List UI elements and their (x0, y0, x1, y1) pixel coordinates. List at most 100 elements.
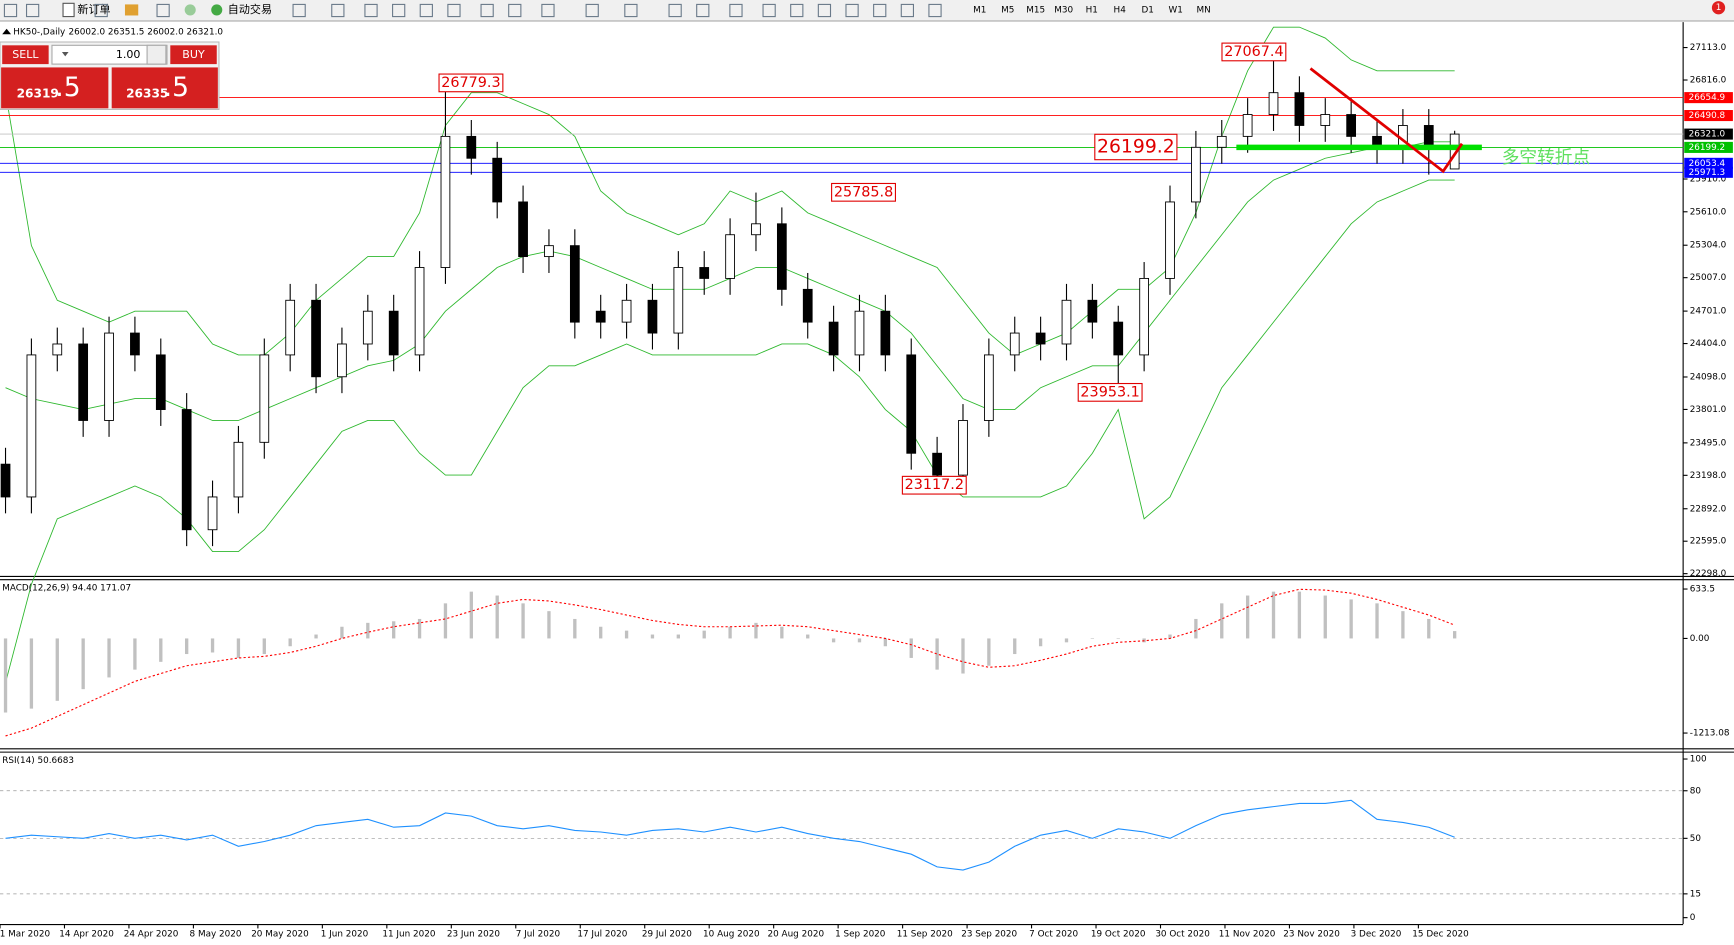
annotation-box (1221, 42, 1287, 62)
chart-title: HK50-,Daily (13, 28, 65, 38)
toolbar-icon[interactable] (790, 3, 804, 18)
sell-price-fraction[interactable]: .5 (55, 72, 80, 103)
timeframe-button[interactable]: D1 (1141, 5, 1153, 15)
macd-bar (314, 634, 318, 639)
macd-bar (443, 603, 448, 639)
y-tick-label: 24404.0 (1690, 339, 1727, 349)
toolbar-icon[interactable] (729, 3, 743, 18)
y-tick-label: 15 (1690, 889, 1701, 899)
macd-bar (1116, 638, 1120, 639)
lots-field[interactable] (51, 44, 168, 65)
y-tick-label: 80 (1690, 786, 1702, 796)
macd-bar (702, 630, 706, 639)
candle-body (544, 245, 554, 258)
x-tick-label: 24 Apr 2020 (124, 929, 179, 939)
x-tick-label: 1 Sep 2020 (835, 929, 886, 939)
navigator-icon[interactable] (124, 4, 139, 16)
macd-bar (262, 638, 266, 655)
sell-price[interactable]: 26319 (17, 86, 59, 100)
sell-price-box[interactable] (1, 67, 109, 109)
auto-trading-button[interactable]: 自动交易 (228, 2, 272, 16)
buy-price-box[interactable] (111, 67, 218, 109)
sell-label[interactable]: SELL (12, 48, 39, 61)
y-tick-label: 25910.0 (1690, 175, 1727, 185)
macd-bar (107, 638, 111, 678)
candle-body (155, 354, 166, 410)
toolbar-icon[interactable] (364, 3, 378, 18)
toolbar-icon[interactable] (392, 3, 406, 18)
x-tick-label: 10 Aug 2020 (703, 929, 760, 939)
toolbar-icon[interactable] (331, 3, 345, 18)
timeframe-button[interactable]: M1 (973, 5, 986, 15)
timeframe-button[interactable]: MN (1197, 5, 1211, 15)
toolbar-icon[interactable] (508, 3, 522, 18)
macd-bar (1220, 603, 1224, 639)
sell-button[interactable] (2, 45, 49, 65)
y-tick-label: 22892.0 (1690, 504, 1727, 514)
notification-badge[interactable] (1711, 1, 1726, 15)
macd-bar (133, 638, 137, 670)
buy-button[interactable] (170, 45, 217, 65)
toolbar-icon[interactable] (292, 3, 306, 18)
x-tick-label: 1 Jun 2020 (321, 929, 369, 939)
toolbar-icon[interactable] (624, 3, 638, 18)
price-level-tag (1684, 141, 1733, 153)
toolbar-icon[interactable] (585, 3, 599, 18)
toolbar-icon[interactable] (541, 3, 555, 18)
new-order-button[interactable]: 新订单 (77, 2, 110, 16)
annotation-box (831, 182, 896, 202)
new-order-icon[interactable] (62, 2, 75, 18)
x-tick-label: 29 Jul 2020 (642, 929, 692, 939)
buy-price[interactable]: 26335 (126, 86, 168, 100)
x-tick-label: 23 Jun 2020 (447, 929, 501, 939)
y-tick-label: 0 (1690, 913, 1696, 923)
buy-price-fraction[interactable]: .5 (164, 72, 189, 103)
buy-label[interactable]: BUY (182, 48, 205, 61)
timeframe-button[interactable]: M15 (1026, 5, 1045, 15)
timeframe-button[interactable]: H4 (1114, 5, 1127, 15)
tester-icon[interactable] (184, 4, 196, 16)
candle-body (880, 310, 891, 356)
toolbar-icon[interactable] (696, 3, 710, 18)
toolbar-icon[interactable] (419, 3, 433, 18)
timeframe-button[interactable]: W1 (1168, 5, 1182, 15)
toolbar-icon[interactable] (25, 3, 40, 18)
candle-body (751, 223, 761, 236)
candle-body (52, 343, 63, 356)
annotation: 多空转折点 (1502, 147, 1590, 168)
toolbar-icon[interactable] (900, 3, 914, 18)
timeframe-button[interactable]: H1 (1086, 5, 1098, 15)
toolbar-icon[interactable] (3, 3, 18, 18)
timeframe-button[interactable]: M30 (1054, 5, 1073, 15)
y-tick-label: 23801.0 (1690, 405, 1727, 415)
timeframe-button[interactable]: M5 (1001, 5, 1014, 15)
toolbar-icon[interactable] (817, 3, 832, 18)
lots-value[interactable]: 1.00 (116, 48, 141, 61)
toolbar-icon[interactable] (845, 3, 859, 18)
annotation: 26199.2 (1097, 137, 1175, 158)
toolbar-icon[interactable] (156, 3, 170, 18)
macd-bar (1401, 611, 1405, 639)
macd-bar (185, 638, 189, 655)
macd-bar (1297, 591, 1302, 639)
auto-trading-icon[interactable] (211, 4, 223, 16)
chart-area (0, 22, 1734, 945)
toolbar-icon[interactable] (762, 3, 776, 18)
annotation-box (1094, 133, 1178, 161)
lots-down[interactable] (61, 51, 69, 57)
toolbar-icon[interactable] (94, 3, 108, 18)
toolbar-icon[interactable] (668, 3, 682, 18)
macd-bar (3, 638, 8, 713)
candle-body (285, 299, 296, 356)
toolbar-icon[interactable] (447, 3, 461, 18)
y-tick-label: 26816.0 (1690, 76, 1727, 86)
candle-body (26, 354, 37, 498)
collapse-triangle[interactable] (2, 28, 12, 35)
price-level-label: 26490.8 (1689, 111, 1726, 121)
x-tick-label: 11 Nov 2020 (1219, 929, 1276, 939)
lots-spin[interactable] (146, 44, 167, 65)
toolbar-icon[interactable] (873, 3, 887, 18)
y-tick-label: 25610.0 (1690, 207, 1727, 217)
toolbar-icon[interactable] (928, 3, 942, 18)
toolbar-icon[interactable] (480, 3, 494, 18)
